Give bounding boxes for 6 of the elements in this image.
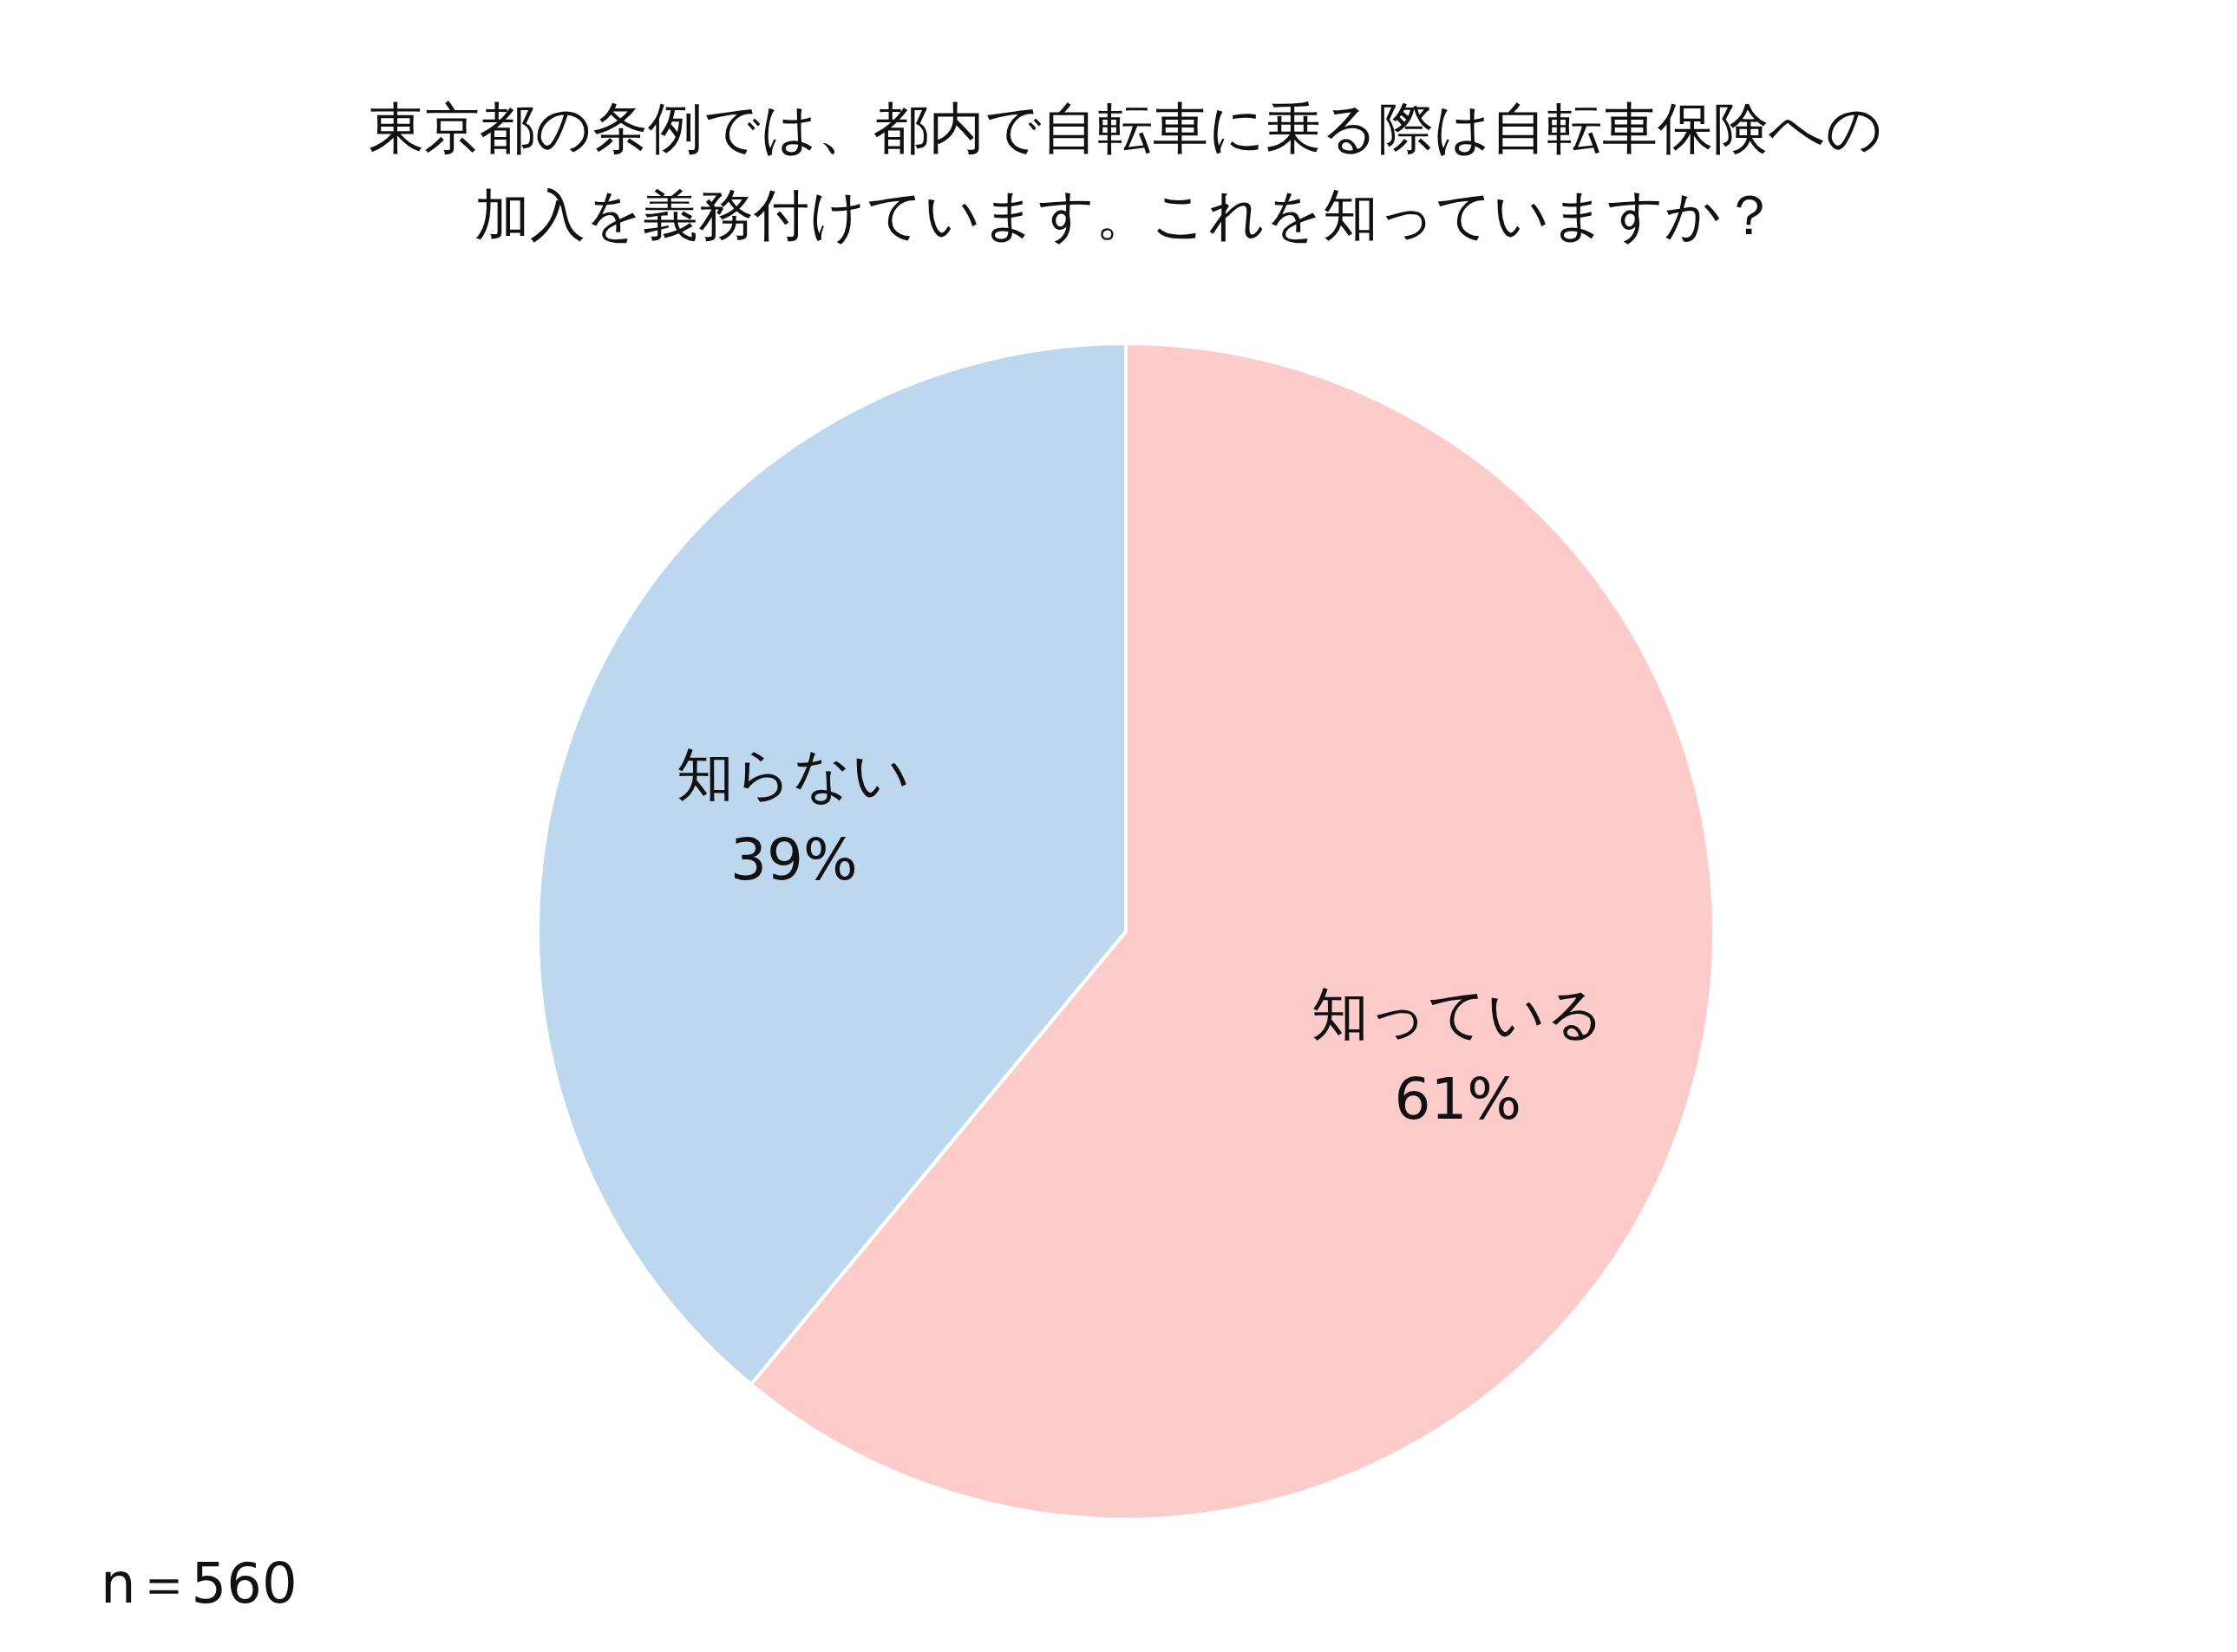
data-label: 39% — [729, 826, 858, 894]
text: n＝560 — [101, 1551, 298, 1616]
slice-label: 知らない — [677, 741, 912, 809]
slice-label: 知っている — [1311, 980, 1605, 1048]
data-label: 61% — [1394, 1065, 1522, 1133]
chart-title: 東京都の条例では、都内で自転車に乗る際は自転車保険への加入を義務付けています。これを知っていますか？ — [368, 96, 1883, 247]
